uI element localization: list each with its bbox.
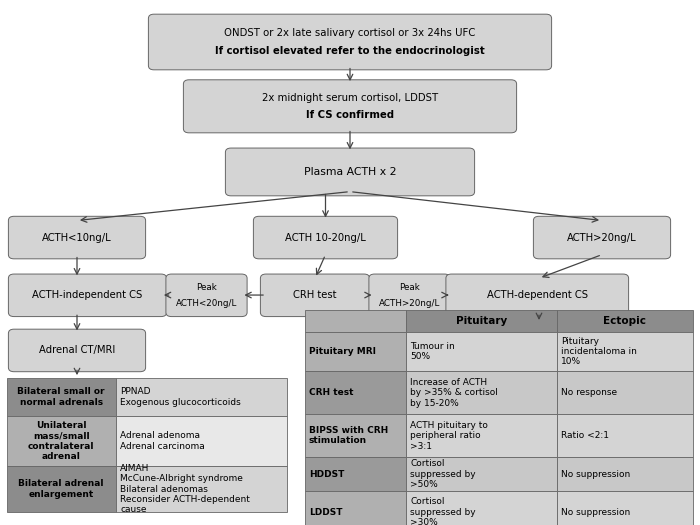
FancyBboxPatch shape [253, 216, 398, 259]
Bar [406, 310, 556, 332]
Bar [406, 491, 556, 525]
Bar [304, 457, 406, 491]
Text: Peak: Peak [196, 283, 217, 292]
Bar [7, 466, 116, 512]
Bar [304, 371, 406, 414]
Bar [556, 371, 693, 414]
FancyBboxPatch shape [166, 274, 247, 317]
Text: No suppression: No suppression [561, 470, 630, 479]
FancyBboxPatch shape [225, 148, 475, 196]
Text: LDDST: LDDST [309, 508, 342, 517]
Text: 2x midnight serum cortisol, LDDST: 2x midnight serum cortisol, LDDST [262, 93, 438, 103]
Text: Bilateral small or
normal adrenals: Bilateral small or normal adrenals [18, 387, 105, 406]
Text: BIPSS with CRH
stimulation: BIPSS with CRH stimulation [309, 426, 388, 445]
Text: No suppression: No suppression [561, 508, 630, 517]
Text: Ectopic: Ectopic [603, 316, 646, 326]
FancyBboxPatch shape [148, 14, 552, 70]
Text: If cortisol elevated refer to the endocrinologist: If cortisol elevated refer to the endocr… [215, 46, 485, 57]
Text: Cortisol
suppressed by
>50%: Cortisol suppressed by >50% [410, 459, 476, 489]
Bar [304, 491, 406, 525]
Text: ACTH pituitary to
peripheral ratio
>3:1: ACTH pituitary to peripheral ratio >3:1 [410, 421, 488, 450]
Bar [556, 310, 693, 332]
FancyBboxPatch shape [369, 274, 450, 317]
Text: ACTH-independent CS: ACTH-independent CS [32, 290, 143, 300]
Bar [406, 371, 556, 414]
Text: ACTH 10-20ng/L: ACTH 10-20ng/L [285, 233, 366, 243]
Text: Tumour in
50%: Tumour in 50% [410, 342, 455, 361]
Text: Pituitary: Pituitary [456, 316, 507, 326]
Bar [116, 378, 287, 416]
Bar [556, 457, 693, 491]
Text: ACTH>20ng/L: ACTH>20ng/L [379, 299, 440, 308]
Text: If CS confirmed: If CS confirmed [306, 110, 394, 120]
Text: Pituitary MRI: Pituitary MRI [309, 347, 376, 356]
Text: Peak: Peak [399, 283, 420, 292]
Text: No response: No response [561, 388, 617, 397]
FancyBboxPatch shape [8, 216, 146, 259]
Bar [406, 414, 556, 457]
Bar [304, 414, 406, 457]
Text: ACTH<20ng/L: ACTH<20ng/L [176, 299, 237, 308]
FancyBboxPatch shape [260, 274, 370, 317]
Bar [556, 491, 693, 525]
FancyBboxPatch shape [8, 274, 167, 317]
Text: Cortisol
suppressed by
>30%: Cortisol suppressed by >30% [410, 497, 476, 525]
Bar [406, 332, 556, 371]
Bar [116, 416, 287, 466]
FancyBboxPatch shape [183, 80, 517, 133]
Text: CRH test: CRH test [309, 388, 354, 397]
Text: Plasma ACTH x 2: Plasma ACTH x 2 [304, 167, 396, 177]
Text: PPNAD
Exogenous glucocorticoids: PPNAD Exogenous glucocorticoids [120, 387, 241, 406]
Text: ACTH>20ng/L: ACTH>20ng/L [567, 233, 637, 243]
Text: Bilateral adrenal
enlargement: Bilateral adrenal enlargement [18, 479, 104, 499]
Text: CRH test: CRH test [293, 290, 337, 300]
Bar [304, 310, 406, 332]
Bar [556, 332, 693, 371]
Bar [556, 414, 693, 457]
FancyBboxPatch shape [8, 329, 146, 372]
Text: ONDST or 2x late salivary cortisol or 3x 24hs UFC: ONDST or 2x late salivary cortisol or 3x… [224, 27, 476, 38]
FancyBboxPatch shape [446, 274, 629, 317]
Text: Adrenal adenoma
Adrenal carcinoma: Adrenal adenoma Adrenal carcinoma [120, 432, 205, 450]
Text: ACTH<10ng/L: ACTH<10ng/L [42, 233, 112, 243]
Bar [304, 332, 406, 371]
Text: Pituitary
incidentaloma in
10%: Pituitary incidentaloma in 10% [561, 337, 636, 366]
Text: HDDST: HDDST [309, 470, 344, 479]
Text: Unilateral
mass/small
contralateral
adrenal: Unilateral mass/small contralateral adre… [28, 421, 94, 461]
Bar [7, 378, 116, 416]
Bar [406, 457, 556, 491]
Text: Ratio <2:1: Ratio <2:1 [561, 431, 609, 440]
Text: Adrenal CT/MRI: Adrenal CT/MRI [39, 345, 115, 355]
Text: AIMAH
McCune-Albright syndrome
Bilateral adenomas
Reconsider ACTH-dependent
caus: AIMAH McCune-Albright syndrome Bilateral… [120, 464, 251, 514]
Text: ACTH-dependent CS: ACTH-dependent CS [486, 290, 588, 300]
FancyBboxPatch shape [533, 216, 671, 259]
Text: Increase of ACTH
by >35% & cortisol
by 15-20%: Increase of ACTH by >35% & cortisol by 1… [410, 378, 498, 407]
Bar [7, 416, 116, 466]
Bar [116, 466, 287, 512]
